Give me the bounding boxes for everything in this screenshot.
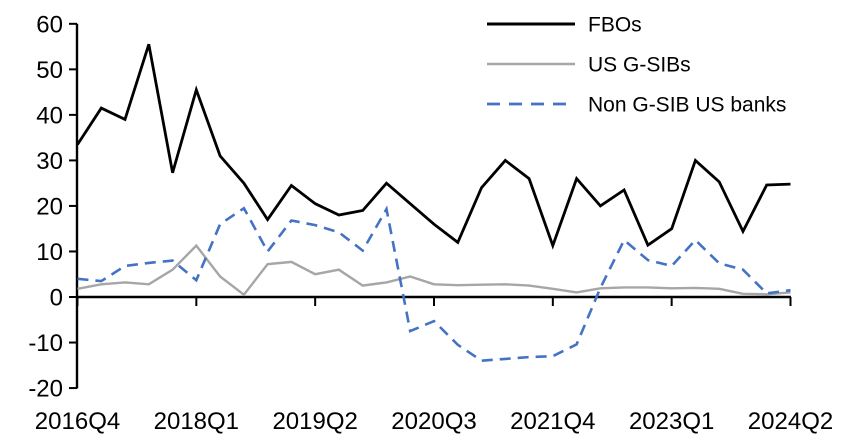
x-tick-label: 2024Q2	[748, 408, 833, 435]
legend-label-non-g-sib-us-banks: Non G-SIB US banks	[588, 94, 786, 117]
y-tick-label: 10	[36, 239, 63, 266]
x-tick-label: 2020Q3	[391, 408, 476, 435]
series-line-non-g-sib-us-banks	[77, 205, 791, 363]
x-tick-label: 2016Q4	[35, 408, 120, 435]
x-axis-labels: 2016Q4 2018Q1 2019Q2 2020Q3 2021Q4 2023Q1 2024…	[35, 408, 833, 435]
legend: FBOs US G-SIBs Non G-SIB US banks	[487, 14, 786, 117]
y-tick-label: 20	[36, 193, 63, 220]
legend-item-us-g-sibs: US G-SIBs	[487, 54, 691, 77]
x-tick-label: 2021Q4	[510, 408, 595, 435]
legend-item-non-g-sib-us-banks: Non G-SIB US banks	[487, 94, 786, 117]
y-tick-label: 60	[36, 11, 63, 38]
legend-label-fbos: FBOs	[588, 14, 642, 37]
y-tick-label: -10	[28, 330, 63, 357]
x-tick-label: 2019Q2	[272, 408, 357, 435]
y-tick-label: 40	[36, 102, 63, 129]
axes	[69, 22, 792, 390]
series-line-us-g-sibs	[77, 243, 791, 297]
y-tick-label: 0	[50, 285, 63, 312]
x-tick-label: 2023Q1	[629, 408, 714, 435]
x-tick-label: 2018Q1	[154, 408, 239, 435]
y-tick-label: 30	[36, 148, 63, 175]
legend-label-us-g-sibs: US G-SIBs	[588, 54, 691, 77]
y-axis-labels: 60 50 40 30 20 10 0 -10 -20	[28, 11, 63, 402]
y-tick-label: -20	[28, 376, 63, 403]
series-line-fbos	[76, 43, 791, 250]
y-tick-label: 50	[36, 57, 63, 84]
legend-item-fbos: FBOs	[487, 14, 642, 37]
